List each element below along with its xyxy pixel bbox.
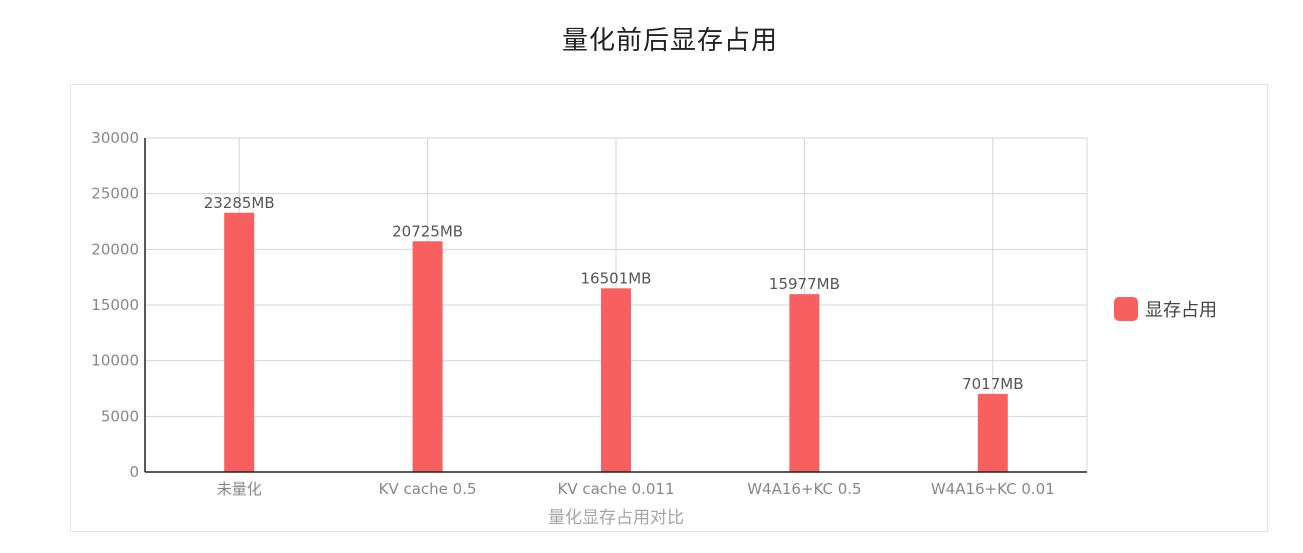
bar[interactable]	[224, 212, 255, 473]
x-axis-title: 量化显存占用对比	[548, 508, 684, 528]
legend-swatch	[1114, 297, 1138, 321]
bar[interactable]	[977, 393, 1008, 472]
bar-data-label: 15977MB	[769, 275, 840, 293]
y-tick-label: 20000	[91, 240, 139, 258]
bar-data-label: 23285MB	[204, 194, 275, 212]
x-tick-label: KV cache 0.5	[379, 480, 477, 498]
page-title: 量化前后显存占用	[561, 26, 778, 56]
x-tick-label: 未量化	[217, 480, 262, 498]
bar[interactable]	[789, 294, 820, 472]
chart-panel	[70, 84, 1268, 532]
x-tick-label: KV cache 0.011	[558, 480, 675, 498]
bar-data-label: 7017MB	[962, 375, 1023, 393]
bars	[224, 212, 1008, 473]
bar-data-label: 20725MB	[392, 222, 463, 240]
y-tick-label: 5000	[101, 407, 139, 425]
y-tick-label: 15000	[91, 296, 139, 314]
x-tick-label: W4A16+KC 0.5	[747, 480, 861, 498]
legend[interactable]: 显存占用	[1114, 296, 1217, 322]
y-tick-label: 30000	[91, 129, 139, 147]
bar-data-label: 16501MB	[581, 269, 652, 287]
y-tick-label: 25000	[91, 185, 139, 203]
bar[interactable]	[412, 241, 443, 472]
bar[interactable]	[601, 288, 631, 472]
legend-label: 显存占用	[1145, 300, 1217, 321]
x-tick-label: W4A16+KC 0.01	[931, 480, 1055, 498]
y-tick-label: 10000	[91, 352, 139, 370]
axes	[144, 138, 1087, 473]
labels: 0 5000 10000 15000 20000 25000 30000 23285MB 未量化…	[91, 129, 1054, 498]
y-tick-label: 0	[129, 463, 139, 481]
